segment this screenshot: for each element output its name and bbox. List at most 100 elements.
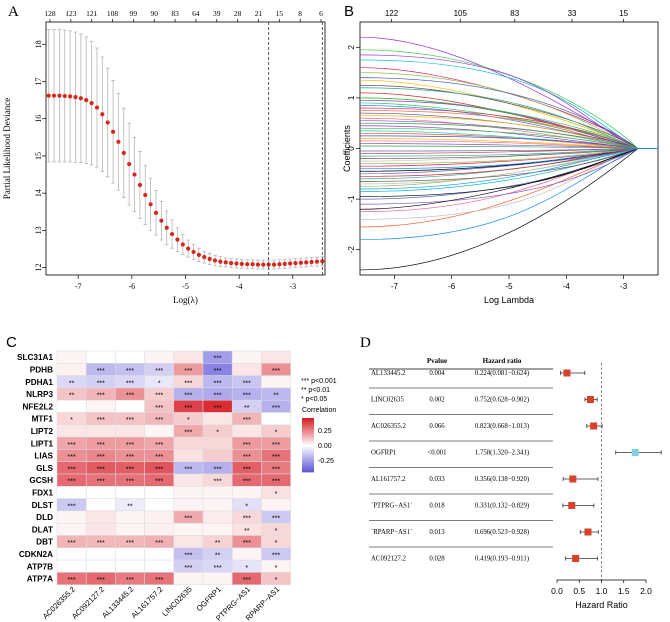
gene-label: LINC02635 xyxy=(371,397,404,404)
significance-star: *** xyxy=(243,380,251,387)
significance-star: *** xyxy=(155,454,163,461)
significance-star: *** xyxy=(68,479,76,486)
deviance-point xyxy=(89,101,94,106)
pvalue-cell: 0.002 xyxy=(429,397,445,404)
colorbar-segment xyxy=(302,453,314,455)
hr-point xyxy=(568,502,576,509)
deviance-point xyxy=(255,262,261,267)
significance-star: *** xyxy=(68,540,76,547)
colorbar-segment xyxy=(302,443,314,446)
top-tick-label: 6 xyxy=(319,9,323,18)
colorbar-segment xyxy=(302,467,314,470)
heatmap-cell xyxy=(56,547,87,561)
heatmap-cell xyxy=(144,559,175,573)
colorbar-segment xyxy=(302,439,314,442)
coefficient-path xyxy=(359,145,658,149)
y-tick-label: 15 xyxy=(34,152,43,160)
colorbar-tick-label: 0.00 xyxy=(318,443,332,450)
heatmap-cell xyxy=(202,449,233,462)
significance-star: *** xyxy=(243,442,251,449)
colorbar-title: Correlation xyxy=(302,407,336,414)
gene-label: `PTPRG−AS1` xyxy=(371,503,413,510)
gene-label: OGFRP1 xyxy=(371,450,396,457)
significance-star: *** xyxy=(97,393,105,400)
significance-star: *** xyxy=(68,442,76,449)
top-tick-label: 122 xyxy=(385,9,399,18)
x-axis-label: Log(λ) xyxy=(173,295,198,305)
hr-header: Hazard ratio xyxy=(483,357,522,365)
heatmap-cell xyxy=(202,412,233,426)
deviance-point xyxy=(169,231,175,237)
significance-star: *** xyxy=(243,540,251,547)
heatmap-cell xyxy=(56,350,87,364)
colorbar-segment xyxy=(302,419,314,422)
column-label: LINC02635 xyxy=(160,585,194,619)
heatmap-cell xyxy=(231,350,262,364)
heatmap-cell xyxy=(144,522,175,536)
heatmap-cell xyxy=(173,350,204,364)
heatmap-cell xyxy=(173,522,204,536)
coefficient-path xyxy=(359,135,658,149)
heatmap-cell xyxy=(231,547,262,561)
hr-point xyxy=(586,396,594,403)
significance-star: *** xyxy=(126,393,134,400)
row-label: PDHB xyxy=(30,365,53,374)
colorbar-segment xyxy=(302,459,314,462)
coefficient-path xyxy=(359,148,658,271)
significance-star: *** xyxy=(184,552,192,559)
panel-label-a: A xyxy=(8,4,19,20)
hr-point xyxy=(590,422,598,430)
significance-star: *** xyxy=(97,540,105,547)
significance-star: *** xyxy=(155,368,163,375)
gene-label: AL161757.2 xyxy=(371,476,406,483)
significance-star: *** xyxy=(243,577,251,584)
top-tick-label: 39 xyxy=(213,9,221,18)
deviance-point xyxy=(229,260,234,266)
y-tick-label: 2 xyxy=(347,45,356,50)
significance-star: * xyxy=(275,565,278,572)
row-label: PDHA1 xyxy=(25,378,53,387)
significance-star: ** xyxy=(273,393,279,400)
x-tick-label: 2.0 xyxy=(640,586,652,596)
coefficient-path xyxy=(359,148,658,167)
deviance-point xyxy=(94,105,100,110)
heatmap-cell xyxy=(56,522,87,536)
deviance-point xyxy=(309,259,314,265)
top-tick-label: 21 xyxy=(255,9,263,18)
colorbar-segment xyxy=(302,426,314,428)
coefficient-path xyxy=(359,107,658,149)
row-label: ATP7B xyxy=(27,562,53,571)
significance-star: *** xyxy=(155,417,163,424)
deviance-point xyxy=(164,225,169,230)
pvalue-cell: 0.028 xyxy=(429,556,445,563)
significance-star: *** xyxy=(97,380,105,387)
significance-star: *** xyxy=(155,577,163,584)
significance-star: *** xyxy=(184,393,192,400)
heatmap-cell xyxy=(115,510,145,524)
top-tick-label: 121 xyxy=(86,9,98,18)
colorbar-segment xyxy=(302,420,314,423)
heatmap-cell xyxy=(56,363,87,376)
deviance-point xyxy=(51,93,57,98)
pvalue-cell: 0.066 xyxy=(429,423,445,430)
y-tick-label: 18 xyxy=(34,40,43,48)
hr-point xyxy=(584,528,592,536)
significance-star: *** xyxy=(126,466,134,473)
coefficient-path xyxy=(359,148,658,205)
colorbar-segment xyxy=(302,463,314,466)
colorbar-segment xyxy=(302,432,314,435)
deviance-point xyxy=(196,252,202,258)
deviance-point xyxy=(282,261,287,266)
y-tick-label: 13 xyxy=(34,226,43,234)
deviance-point xyxy=(105,120,110,125)
row-label: DLD xyxy=(36,513,53,522)
coefficient-path xyxy=(359,36,658,149)
hr-cell: 0.419(0.193−0.911) xyxy=(475,556,529,563)
colorbar-segment xyxy=(302,450,314,453)
hr-cell: 1.758(1.320−2.341) xyxy=(475,450,529,457)
heatmap-cell xyxy=(85,559,116,573)
significance-star: *** xyxy=(214,356,222,363)
significance-star: *** xyxy=(272,466,280,473)
x-axis-label: Log Lambda xyxy=(484,295,534,305)
